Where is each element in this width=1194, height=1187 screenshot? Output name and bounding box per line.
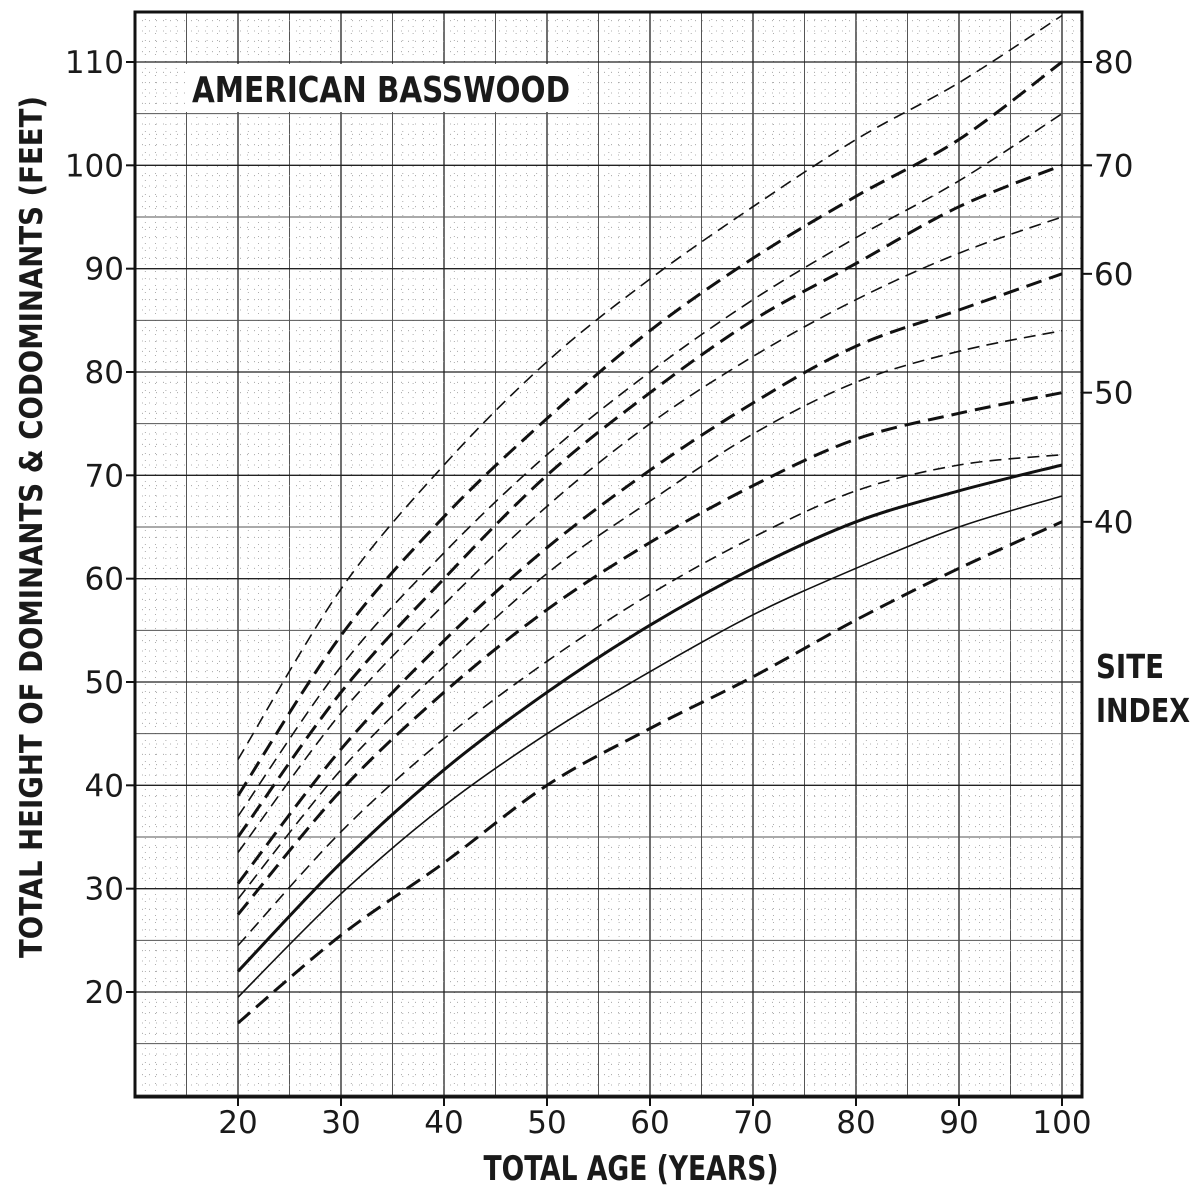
y-tick-label: 20 [85, 975, 124, 1011]
site-index-label: 40 [1094, 505, 1133, 541]
site-index-curve-4 [236, 163, 1063, 838]
site-index-curve-11 [237, 495, 1063, 998]
x-axis-title: TOTAL AGE (YEARS) [484, 1149, 779, 1187]
site-index-curve-10 [236, 463, 1063, 973]
x-tick-label: 50 [527, 1105, 566, 1141]
site-index-curve-2 [236, 60, 1063, 797]
site-index-label: 60 [1094, 257, 1133, 293]
site-index-label: 50 [1094, 376, 1133, 412]
y-tick-label: 90 [85, 252, 124, 288]
x-tick-label: 100 [1032, 1105, 1091, 1141]
y-tick-label: 80 [85, 355, 124, 391]
site-index-label: 70 [1094, 148, 1133, 184]
x-tick-label: 60 [630, 1105, 669, 1141]
site-index-curve-3 [237, 113, 1063, 817]
y-tick-label: 60 [85, 562, 124, 598]
right-axis-title-line-2: INDEX [1096, 691, 1190, 730]
y-tick-label: 40 [85, 768, 124, 804]
site-index-curve-8 [236, 391, 1063, 916]
y-tick-label: 50 [85, 665, 124, 701]
x-tick-label: 20 [218, 1105, 257, 1141]
site-index-curve-12 [237, 520, 1063, 1025]
site-index-curve-6 [236, 272, 1063, 885]
site-index-curve-1 [237, 14, 1063, 760]
x-tick-label: 30 [321, 1105, 360, 1141]
series-lines [236, 14, 1063, 1025]
site-index-curve-7 [237, 329, 1063, 900]
plot-frame [133, 10, 1084, 1099]
y-tick-label: 110 [65, 45, 124, 81]
y-tick-label: 70 [85, 458, 124, 494]
x-tick-label: 80 [836, 1105, 875, 1141]
site-index-curve-9 [237, 453, 1063, 947]
x-tick-label: 90 [939, 1105, 978, 1141]
title-backdrop [186, 64, 578, 112]
x-tick-label: 70 [733, 1105, 772, 1141]
grid [135, 12, 1082, 1097]
y-tick-label: 100 [65, 148, 124, 184]
chart-title: AMERICAN BASSWOOD [192, 70, 570, 111]
y-axis-title: TOTAL HEIGHT OF DOMINANTS & CODOMINANTS … [14, 96, 50, 958]
site-index-curve-5 [237, 216, 1063, 853]
x-tick-label: 40 [424, 1105, 463, 1141]
y-tick-label: 30 [85, 872, 124, 908]
axes: 20 30 40 50 60 70 80 90 100 20 30 40 50 60 70 80 90 100 11… [65, 45, 1134, 1141]
right-axis-title-line-1: SITE [1096, 647, 1164, 686]
site-index-label: 80 [1094, 45, 1133, 81]
